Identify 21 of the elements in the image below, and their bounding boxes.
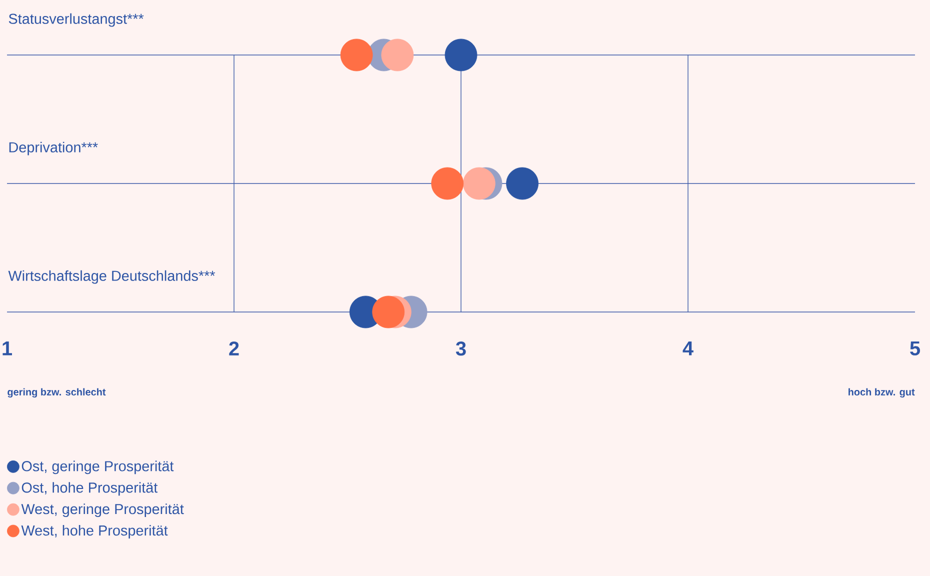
y-tick-label: Wirtschaftslage Deutschlands*** <box>8 270 216 284</box>
y-tick-label: Deprivation*** <box>9 142 98 156</box>
text: hoch bzw. gut <box>848 388 915 398</box>
text: gering bzw. schlecht <box>8 388 106 398</box>
point <box>431 167 464 200</box>
point <box>340 38 373 72</box>
x-tick-label: 4 <box>682 342 694 356</box>
point <box>506 167 538 200</box>
legend-label: Ost, hohe Prosperität <box>22 482 158 496</box>
legend-label: West, geringe Prosperität <box>21 504 184 518</box>
legend-label: Ost, geringe Prosperität <box>22 460 174 474</box>
x-tick-label: 1 <box>2 342 12 356</box>
point <box>381 38 414 72</box>
legend-label: West, hohe Prosperität <box>21 525 168 538</box>
point <box>462 167 496 200</box>
point <box>372 296 405 328</box>
x-tick-label: 5 <box>910 342 920 356</box>
x-tick-label: 3 <box>456 342 466 356</box>
point <box>444 38 478 72</box>
y-tick-label: Statusverlustangst*** <box>8 13 144 27</box>
x-tick-label: 2 <box>229 342 239 356</box>
